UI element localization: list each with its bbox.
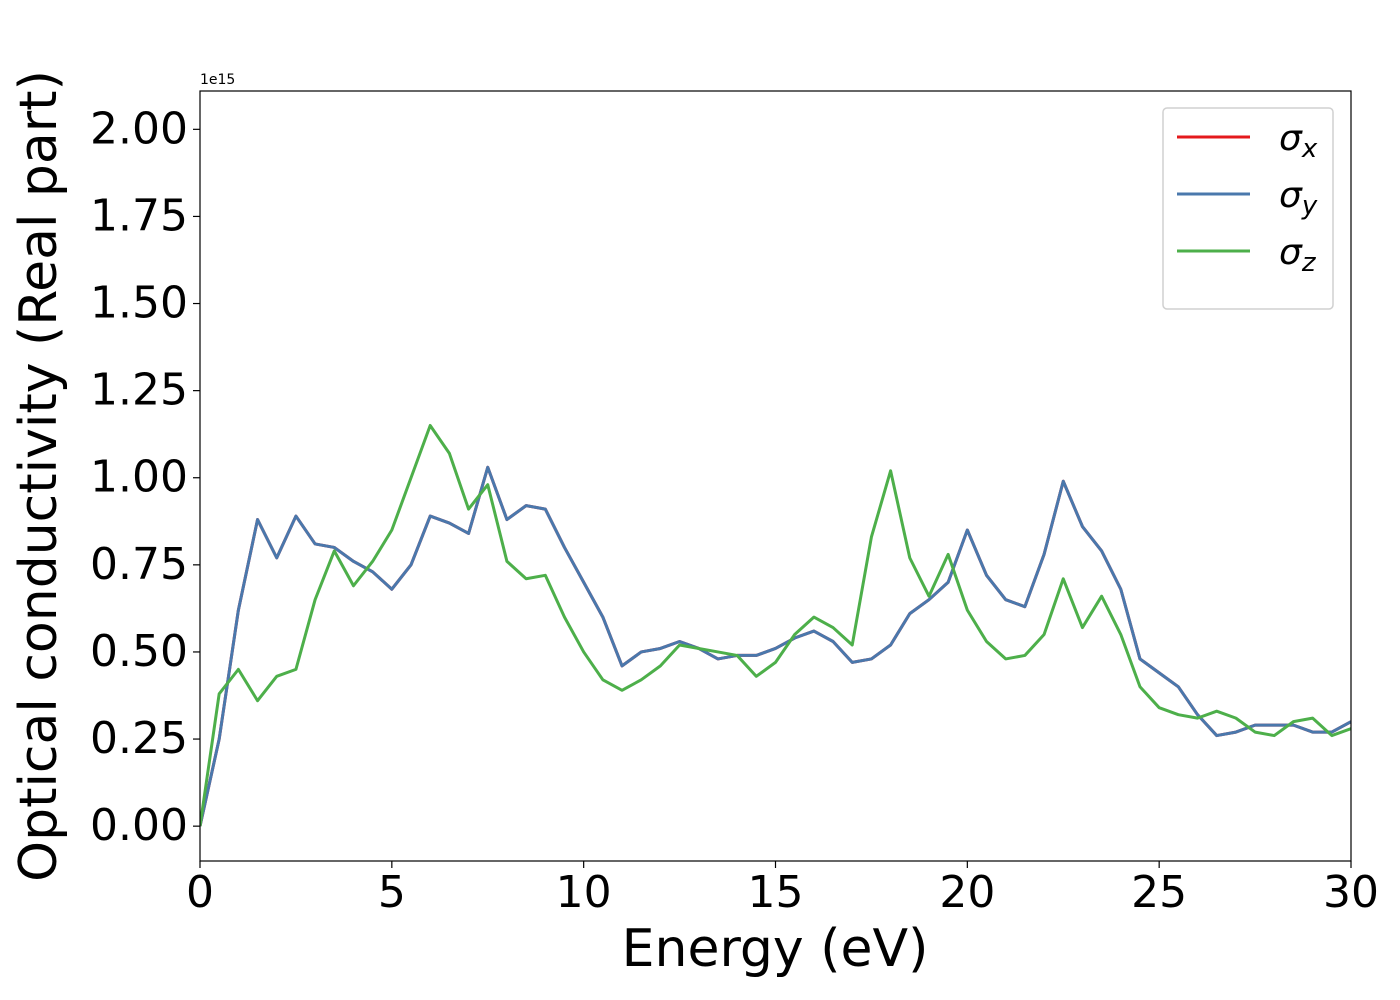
x-tick-label: 25 [1131,867,1187,918]
plot-frame [199,90,1352,862]
y-tick-label: 1.25 [90,365,188,416]
series-line [200,465,1351,827]
legend-box [1162,107,1334,310]
y-axis-label: Optical conductivity (Real part) [9,70,69,882]
y-tick-label: 0.75 [90,539,188,590]
x-tick-label: 10 [556,867,612,918]
y-tick-label: 1.00 [90,452,188,503]
series-line [200,465,1351,827]
y-tick-label: 0.50 [90,626,188,677]
legend-label: σz [1279,232,1317,278]
legend: σx σy σz [1162,107,1334,310]
x-axis-label: Energy (eV) [622,919,929,979]
y-tick-label: 0.25 [90,713,188,764]
x-tick-label: 0 [186,867,214,918]
x-tick-label: 30 [1323,867,1379,918]
y-tick-label: 0.00 [90,800,188,851]
series-line [200,423,1351,827]
y-tick-label: 2.00 [90,103,188,154]
x-tick-label: 20 [939,867,995,918]
y-tick-label: 1.75 [90,190,188,241]
y-tick-label: 1.50 [90,278,188,329]
offset-label: 1e15 [200,72,235,88]
x-tick-label: 5 [378,867,406,918]
x-tick-label: 15 [748,867,804,918]
legend-label: σy [1279,175,1318,221]
legend-label: σx [1279,118,1318,164]
